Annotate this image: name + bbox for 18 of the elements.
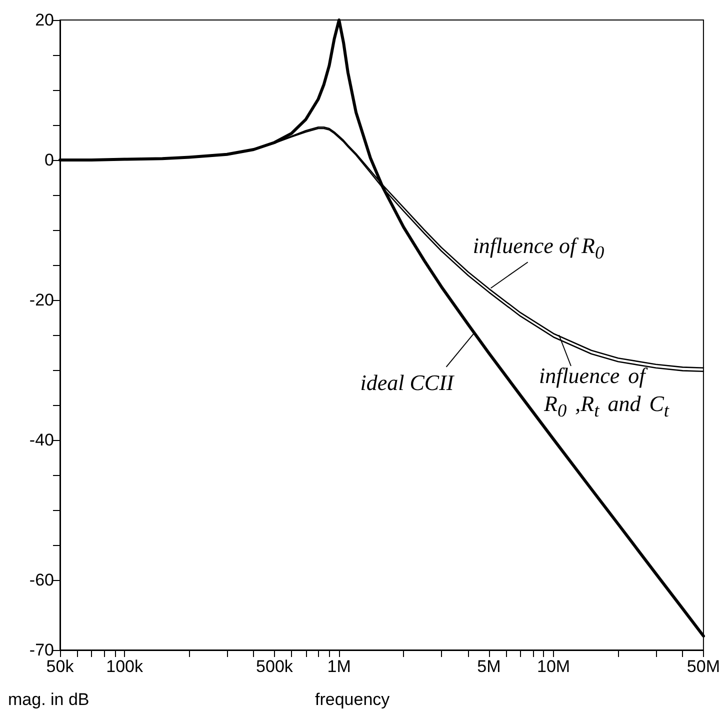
x-axis-title: frequency [315,690,390,710]
y-tick-label: -40 [29,430,54,450]
y-tick-label: -20 [29,290,54,310]
y-tick-label: -60 [29,570,54,590]
x-tick-label: 10M [537,657,570,676]
y-tick-label: -70 [29,640,54,660]
x-tick-label: 1M [327,657,351,676]
x-tick-label: 5M [477,657,501,676]
annotation: influence of R$_{0}$ [472,232,604,264]
y-tick-label: 0 [44,150,54,170]
x-tick-label: 50M [686,657,720,676]
x-tick-label: 50k [46,657,74,676]
y-tick-label: 20 [35,10,54,30]
annotation: influence of R$_{0}$ ,R$_{t}$ and C$_{t}$ [538,362,669,422]
y-axis-title: mag. in dB [8,690,90,710]
annotation: ideal CCII [360,368,454,397]
x-tick-label: 100k [106,657,144,676]
x-tick-label: 500k [256,657,294,676]
